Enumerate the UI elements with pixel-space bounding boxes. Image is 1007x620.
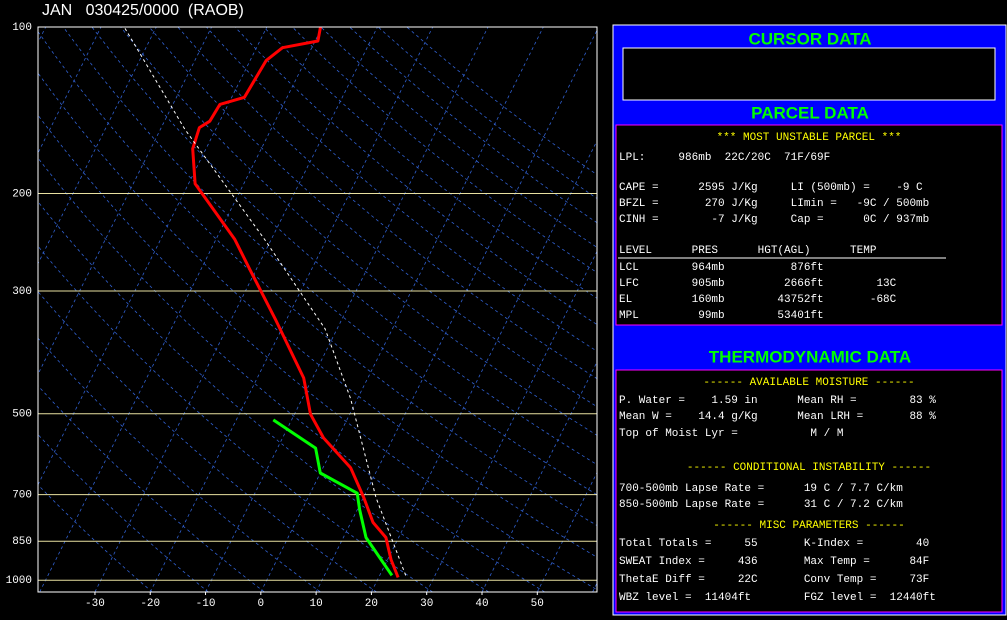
dry-adiabat: [263, 27, 597, 299]
y-tick-label: 700: [12, 489, 32, 501]
dry-adiabat: [91, 27, 597, 466]
y-tick-label: 850: [12, 536, 32, 548]
x-tick-label: 10: [310, 598, 323, 610]
x-tick-label: -10: [196, 598, 216, 610]
dry-adiabat: [38, 157, 545, 592]
panel-line: LEVEL PRES HGT(AGL) TEMP: [619, 245, 877, 257]
y-tick-label: 100: [12, 22, 32, 34]
panel-line: *** MOST UNSTABLE PARCEL ***: [717, 132, 902, 144]
panel-line: LCL 964mb 876ft: [619, 262, 824, 274]
y-tick-label: 1000: [6, 575, 32, 587]
cursor-title: CURSOR DATA: [748, 29, 871, 48]
chart-title: JAN 030425/0000 (RAOB): [42, 2, 244, 19]
panel-line: ------ CONDITIONAL INSTABILITY ------: [687, 462, 931, 474]
dry-adiabat: [38, 72, 597, 558]
panel-line: ------ MISC PARAMETERS ------: [713, 520, 904, 532]
dry-adiabat: [38, 245, 433, 592]
dry-adiabat: [38, 434, 209, 592]
thermo-title: THERMODYNAMIC DATA: [709, 347, 911, 366]
dry-adiabat: [38, 30, 597, 527]
parcel-box: [615, 124, 1003, 326]
panel-line: 700-500mb Lapse Rate = 19 C / 7.7 C/km: [619, 483, 903, 495]
y-tick-label: 500: [12, 409, 32, 421]
dry-adiabat: [38, 337, 321, 592]
panel-line: ThetaE Diff = 22C Conv Temp = 73F: [619, 574, 929, 586]
panel-line: SWEAT Index = 436 Max Temp = 84F: [619, 556, 929, 568]
plot: 100 200 300 500 700 850 1000 -30 -20 -10 0 10 20 30 40…: [6, 22, 597, 610]
panel-line: LPL: 986mb 22C/20C 71F/69F: [619, 152, 830, 164]
background-lines: [38, 27, 597, 592]
dry-adiabat: [38, 114, 597, 591]
profile-line: [123, 26, 407, 576]
x-tick-label: 40: [475, 598, 488, 610]
panel-text: *** MOST UNSTABLE PARCEL *** LPL: 986mb 2…: [619, 132, 936, 604]
thermo-box: [615, 369, 1003, 613]
dry-adiabat: [38, 291, 377, 592]
panel-line: Total Totals = 55 K-Index = 40: [619, 538, 929, 550]
x-tick-label: -30: [85, 598, 105, 610]
x-tick-label: 20: [365, 598, 378, 610]
panel-line: EL 160mb 43752ft -68C: [619, 294, 897, 306]
panel-line: BFZL = 270 J/Kg LImin = -9C / 500mb: [619, 198, 929, 210]
plot-frame: [37, 26, 598, 593]
panel-line: ------ AVAILABLE MOISTURE ------: [703, 377, 914, 389]
dry-adiabat: [234, 27, 597, 325]
panel-line: CAPE = 2595 J/Kg LI (500mb) = -9 C: [619, 182, 923, 194]
dry-adiabat: [148, 27, 597, 408]
panel-line: 850-500mb Lapse Rate = 31 C / 7.2 C/km: [619, 499, 903, 511]
parcel-title: PARCEL DATA: [751, 103, 869, 122]
x-tick-label: 50: [531, 598, 544, 610]
panel-line: CINH = -7 J/Kg Cap = 0C / 937mb: [619, 214, 929, 226]
profile-line: [272, 418, 394, 577]
panel-line: Mean W = 14.4 g/Kg Mean LRH = 88 %: [619, 411, 936, 423]
x-tick-label: 0: [258, 598, 265, 610]
panel-line: MPL 99mb 53401ft: [619, 310, 824, 322]
dry-adiabat: [38, 201, 489, 592]
panel-line: LFC 905mb 2666ft 13C: [619, 278, 897, 290]
profile-line: [191, 26, 400, 578]
panel-line: Top of Moist Lyr = M / M: [619, 428, 843, 440]
x-tick-label: -20: [140, 598, 160, 610]
y-tick-label: 300: [12, 286, 32, 298]
cursor-box: [622, 47, 996, 101]
x-tick-label: 30: [420, 598, 433, 610]
panel-line: P. Water = 1.59 in Mean RH = 83 %: [619, 395, 936, 407]
y-tick-label: 200: [12, 188, 32, 200]
panel-line: WBZ level = 11404ft FGZ level = 12440ft: [619, 592, 936, 604]
